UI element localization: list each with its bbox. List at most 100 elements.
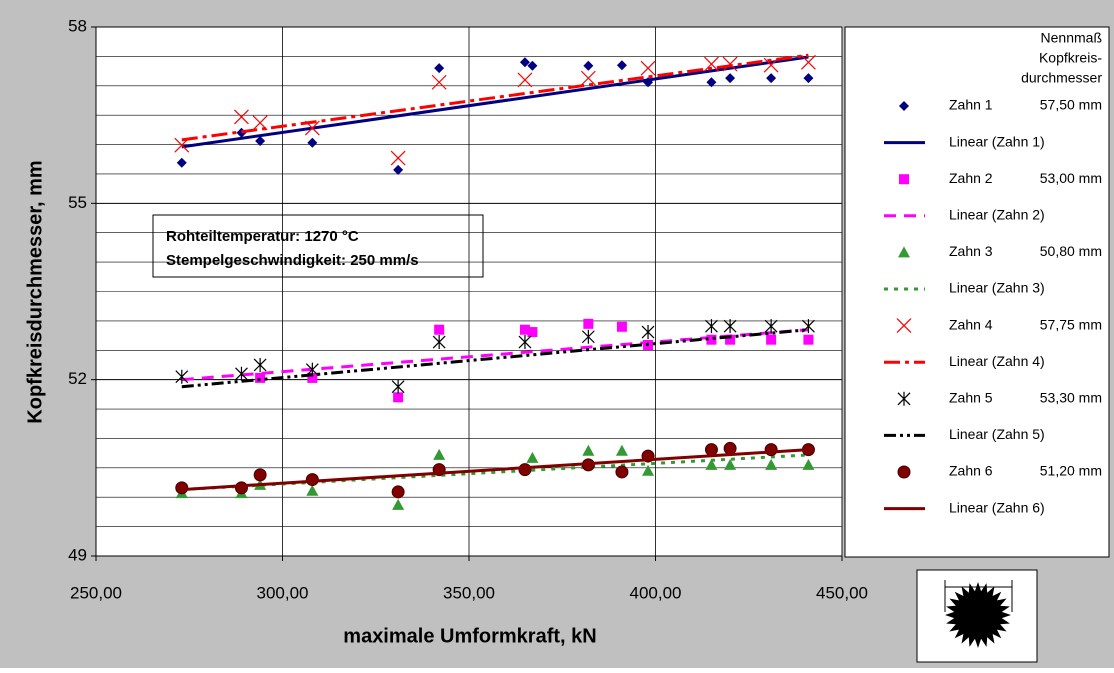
marker: [704, 443, 718, 457]
marker: [393, 392, 404, 403]
x-tick-label: 300,00: [257, 583, 309, 602]
marker: [615, 444, 628, 456]
marker: [527, 60, 538, 71]
legend-label: Linear (Zahn 5): [949, 426, 1045, 442]
legend-label: Zahn 3: [949, 243, 993, 259]
marker: [764, 319, 778, 334]
marker: [640, 60, 656, 76]
marker: [253, 357, 267, 372]
legend-marker: [896, 318, 912, 334]
legend-label: Zahn 1: [949, 97, 993, 113]
x-tick-label: 400,00: [630, 583, 682, 602]
legend-box: [844, 26, 1110, 558]
annotation-box: [152, 214, 484, 278]
marker: [725, 73, 736, 84]
x-tick-label: 250,00: [70, 583, 122, 602]
marker: [255, 372, 266, 383]
marker: [616, 60, 627, 71]
legend-label: Zahn 4: [949, 316, 993, 332]
marker: [580, 70, 596, 86]
marker: [802, 458, 815, 470]
marker: [391, 379, 405, 394]
marker: [764, 443, 778, 457]
legend-marker: [897, 391, 911, 406]
legend-marker: [897, 465, 911, 479]
legend-label: Linear (Zahn 2): [949, 207, 1045, 223]
legend-nominal: 53,00 mm: [1040, 170, 1102, 186]
legend-nominal: 51,20 mm: [1040, 463, 1102, 479]
marker: [582, 444, 595, 456]
marker: [616, 321, 627, 332]
marker: [517, 72, 533, 88]
trend-line: [181, 53, 809, 142]
legend-nominal: 53,30 mm: [1040, 390, 1102, 406]
trend-line: [181, 448, 809, 492]
marker: [706, 77, 717, 88]
marker: [642, 464, 655, 476]
marker: [307, 137, 318, 148]
y-tick-label: 55: [68, 193, 87, 212]
legend-marker: [899, 101, 909, 111]
legend-label: Zahn 2: [949, 170, 993, 186]
legend-label: Linear (Zahn 4): [949, 353, 1045, 369]
trend-line: [181, 453, 809, 492]
legend-nominal: 57,75 mm: [1040, 316, 1102, 332]
marker: [765, 458, 778, 470]
marker: [306, 484, 319, 496]
marker: [723, 319, 737, 334]
marker: [234, 481, 248, 495]
legend-title: Nennmaß: [1041, 30, 1102, 46]
marker: [803, 334, 814, 345]
marker: [705, 458, 718, 470]
y-tick-label: 52: [68, 369, 87, 388]
marker: [803, 73, 814, 84]
marker: [393, 164, 404, 175]
legend-marker: [899, 174, 909, 185]
annotation: Stempelgeschwindigkeit: 250 mm/s: [166, 252, 419, 269]
y-tick-label: 49: [68, 545, 87, 564]
marker: [527, 327, 538, 338]
marker: [519, 324, 530, 335]
marker: [706, 334, 717, 345]
marker: [390, 150, 406, 166]
marker: [723, 441, 737, 455]
marker: [705, 319, 718, 334]
marker: [583, 318, 594, 329]
annotation: Rohteiltemperatur: 1270 °C: [166, 228, 359, 245]
legend-label: Linear (Zahn 1): [949, 133, 1045, 149]
marker: [581, 329, 595, 344]
legend-nominal: 50,80 mm: [1040, 243, 1102, 259]
marker: [235, 366, 248, 381]
marker: [432, 335, 446, 350]
marker: [433, 448, 446, 460]
legend-label: Linear (Zahn 6): [949, 499, 1045, 515]
marker: [766, 73, 777, 84]
y-tick-label: 58: [68, 16, 87, 35]
marker: [615, 465, 629, 479]
marker: [391, 485, 405, 499]
marker: [583, 60, 594, 71]
legend-marker: [898, 246, 910, 258]
marker: [725, 334, 736, 345]
inset-image: [916, 569, 1038, 663]
marker: [519, 57, 530, 68]
marker: [722, 56, 738, 72]
marker: [724, 458, 737, 470]
marker: [434, 63, 445, 74]
legend-nominal: 57,50 mm: [1040, 97, 1102, 113]
marker: [255, 136, 266, 147]
marker: [175, 369, 189, 384]
marker: [518, 335, 532, 350]
trend-line: [181, 328, 809, 382]
legend-title: durchmesser: [1021, 70, 1102, 86]
x-tick-label: 450,00: [816, 583, 868, 602]
y-axis-title: Kopfkreisdurchmesser, mm: [24, 160, 46, 423]
marker: [234, 109, 249, 125]
marker: [176, 157, 187, 168]
marker: [763, 57, 779, 73]
x-axis-title: maximale Umformkraft, kN: [343, 625, 596, 647]
trend-line: [181, 55, 809, 149]
marker: [641, 325, 655, 340]
legend-label: Zahn 5: [949, 390, 993, 406]
